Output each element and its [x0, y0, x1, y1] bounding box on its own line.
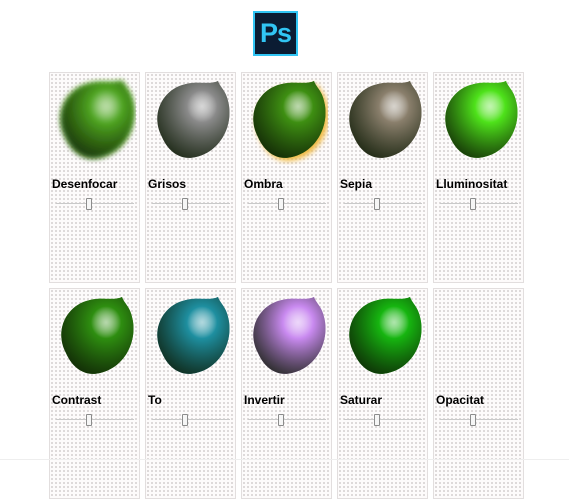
filter-slider[interactable] — [152, 197, 230, 211]
slider-thumb[interactable] — [182, 414, 188, 426]
filter-label: Saturar — [340, 393, 382, 407]
lemon-image — [436, 75, 520, 165]
slider-thumb[interactable] — [374, 414, 380, 426]
slider-thumb[interactable] — [470, 198, 476, 210]
filter-label: Contrast — [52, 393, 101, 407]
filter-card-drop-shadow: Ombra — [241, 72, 332, 283]
lemon-image — [148, 291, 232, 381]
filter-slider[interactable] — [344, 413, 422, 427]
lemon-image — [244, 75, 328, 165]
slider-thumb[interactable] — [278, 198, 284, 210]
slider-track — [56, 419, 134, 420]
filter-label: Opacitat — [436, 393, 484, 407]
slider-thumb[interactable] — [86, 414, 92, 426]
slider-thumb[interactable] — [278, 414, 284, 426]
slider-track — [440, 203, 518, 204]
slider-thumb[interactable] — [86, 198, 92, 210]
filter-slider[interactable] — [248, 197, 326, 211]
filter-slider[interactable] — [344, 197, 422, 211]
slider-track — [152, 419, 230, 420]
slider-track — [248, 203, 326, 204]
lemon-image — [244, 291, 328, 381]
filter-card-opacity: Opacitat — [433, 288, 524, 499]
filter-slider[interactable] — [152, 413, 230, 427]
filter-label: Grisos — [148, 177, 186, 191]
filter-label: Sepia — [340, 177, 372, 191]
filter-card-grayscale: Grisos — [145, 72, 236, 283]
slider-track — [344, 419, 422, 420]
slider-track — [56, 203, 134, 204]
filter-card-blur: Desenfocar — [49, 72, 140, 283]
lemon-image — [52, 291, 136, 381]
filter-label: Desenfocar — [52, 177, 117, 191]
filter-slider[interactable] — [440, 413, 518, 427]
filter-label: Ombra — [244, 177, 283, 191]
lemon-image — [340, 75, 424, 165]
slider-thumb[interactable] — [470, 414, 476, 426]
filter-label: To — [148, 393, 162, 407]
filter-card-hue-rotate: To — [145, 288, 236, 499]
lemon-image — [340, 291, 424, 381]
lemon-image — [52, 75, 136, 165]
filter-card-brightness: Lluminositat — [433, 72, 524, 283]
divider — [0, 459, 569, 460]
filter-label: Lluminositat — [436, 177, 507, 191]
lemon-image — [148, 75, 232, 165]
filter-slider[interactable] — [56, 413, 134, 427]
slider-track — [152, 203, 230, 204]
slider-thumb[interactable] — [374, 198, 380, 210]
slider-track — [344, 203, 422, 204]
photoshop-logo-icon: Ps — [253, 11, 298, 56]
slider-track — [440, 419, 518, 420]
slider-thumb[interactable] — [182, 198, 188, 210]
filter-slider[interactable] — [56, 197, 134, 211]
filter-card-invert: Invertir — [241, 288, 332, 499]
filter-card-saturate: Saturar — [337, 288, 428, 499]
filter-card-contrast: Contrast — [49, 288, 140, 499]
filter-card-sepia: Sepia — [337, 72, 428, 283]
filter-slider[interactable] — [248, 413, 326, 427]
logo-text: Ps — [260, 20, 291, 47]
filter-slider[interactable] — [440, 197, 518, 211]
filter-label: Invertir — [244, 393, 285, 407]
slider-track — [248, 419, 326, 420]
